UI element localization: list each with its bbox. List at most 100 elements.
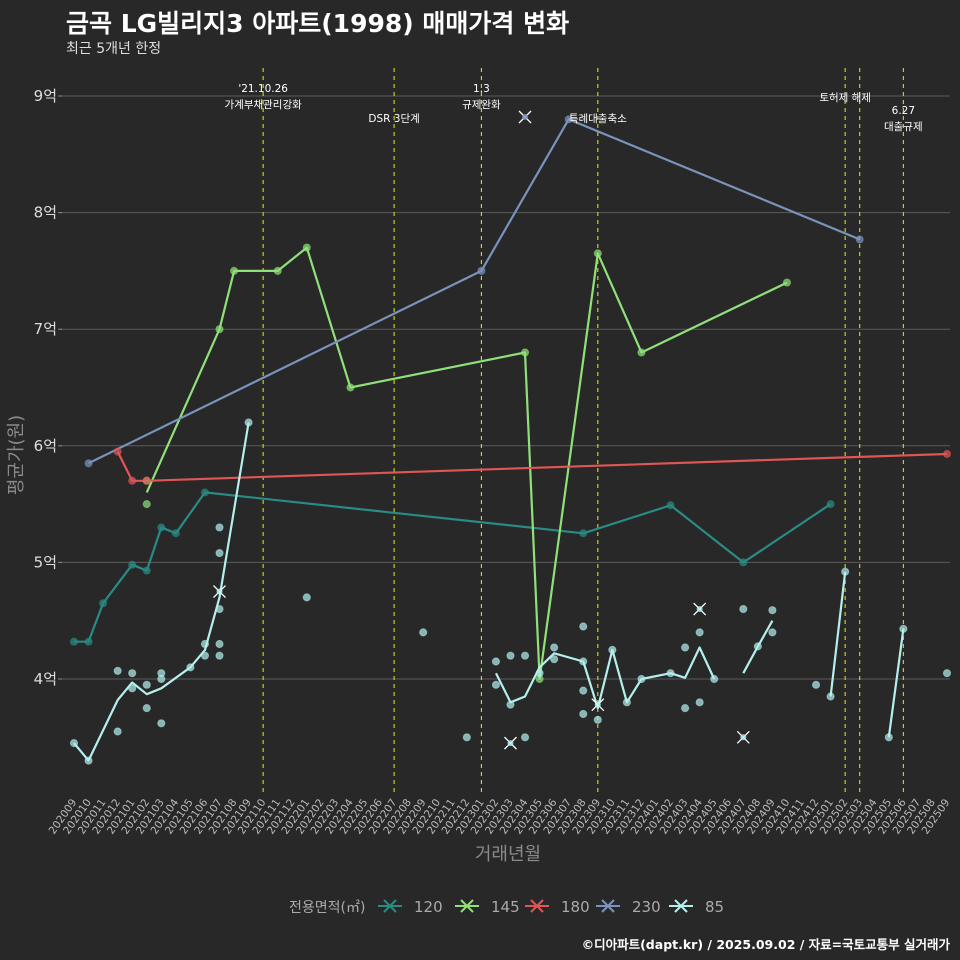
data-point-145 (346, 383, 355, 392)
data-point-145 (593, 249, 602, 258)
series-line-180 (116, 451, 948, 482)
data-point-85 (215, 604, 224, 614)
data-point-85 (69, 739, 79, 748)
data-point-120 (200, 488, 210, 497)
data-point-85 (811, 680, 821, 689)
data-point-180 (113, 447, 122, 456)
data-point-85 (113, 727, 122, 736)
data-point-85 (739, 604, 748, 614)
grid (60, 95, 950, 680)
series-line-85 (887, 628, 905, 738)
data-point-120 (579, 529, 588, 538)
data-point-230 (477, 266, 486, 275)
data-point-85 (200, 639, 210, 649)
data-point-85 (244, 418, 253, 427)
legend-swatch-x-145 (460, 899, 474, 913)
data-point-120 (826, 500, 835, 509)
data-point-85 (681, 643, 690, 652)
chart-subtitle: 최근 5개년 한정 (66, 41, 162, 57)
policy-label: 가계부채관리강화 (225, 99, 303, 111)
legend: 전용면적(㎡) 120 145 180 230 85 (289, 898, 724, 916)
data-point-85 (84, 756, 93, 765)
data-point-85 (695, 628, 704, 637)
data-point-180 (128, 476, 137, 485)
y-tick-label: 8억 (34, 204, 57, 222)
source-caption: ©디아파트(dapt.kr) / 2025.09.02 / 자료=국토교통부 실… (581, 937, 950, 952)
policy-label: 특례대출축소 (569, 113, 627, 125)
legend-swatch-x-230 (601, 899, 615, 913)
cancelled-mark (518, 110, 532, 124)
data-point-145 (142, 500, 151, 509)
data-point-120 (99, 599, 108, 608)
data-point-85 (826, 692, 835, 701)
cancelled-mark-dot (696, 606, 703, 613)
data-point-85 (579, 657, 588, 666)
data-point-85 (215, 548, 224, 558)
y-tick-label: 7억 (34, 320, 57, 338)
data-point-85 (579, 686, 588, 695)
data-point-120 (157, 523, 166, 532)
data-point-85 (142, 704, 151, 713)
data-point-120 (142, 566, 151, 575)
policy-lines (262, 68, 904, 795)
chart-title: 금곡 LG빌리지3 아파트(1998) 매매가격 변화 (66, 9, 570, 38)
series-line-85 (495, 646, 716, 710)
policy-label: 6.27 (892, 105, 915, 117)
data-point-85 (579, 709, 588, 719)
data-point-85 (710, 674, 719, 684)
policy-label: 토허제 해제 (819, 91, 871, 104)
data-point-85 (462, 733, 471, 742)
data-point-85 (302, 593, 311, 602)
data-point-145 (302, 243, 311, 252)
data-point-145 (782, 278, 792, 287)
series-line-85 (829, 571, 847, 697)
policy-label: '21.10.26 (238, 83, 288, 95)
legend-label-230: 230 (632, 898, 661, 916)
legend-title: 전용면적(㎡) (289, 900, 365, 916)
data-point-120 (128, 560, 137, 569)
data-point-85 (215, 651, 224, 660)
cancelled-mark (736, 730, 750, 744)
cancelled-mark-dot (522, 113, 529, 120)
legend-swatch-x-120 (383, 899, 397, 913)
data-point-230 (855, 235, 864, 244)
series-line-85 (73, 422, 250, 762)
data-point-120 (666, 501, 675, 510)
data-point-230 (84, 459, 93, 468)
data-point-85 (491, 657, 501, 666)
data-point-85 (666, 669, 675, 678)
data-point-85 (550, 643, 559, 652)
data-point-85 (520, 733, 530, 742)
cancelled-mark (693, 602, 707, 616)
cancelled-mark (504, 736, 517, 750)
legend-label-85: 85 (705, 898, 724, 916)
data-point-85 (637, 674, 646, 684)
data-point-85 (506, 700, 515, 709)
data-point-85 (142, 680, 151, 689)
y-axis-title: 평균가(원) (6, 415, 27, 495)
legend-swatch-x-180 (530, 899, 544, 913)
data-point-85 (200, 651, 210, 660)
data-point-85 (593, 715, 602, 724)
legend-label-120: 120 (414, 898, 443, 916)
series-layer (73, 118, 948, 762)
data-point-85 (128, 684, 137, 693)
data-point-85 (681, 704, 690, 713)
data-point-120 (84, 637, 93, 646)
data-point-230 (564, 115, 573, 124)
data-point-85 (157, 674, 166, 684)
y-axis-ticks: 4억 5억 6억 7억 8억 9억 (34, 87, 62, 688)
data-point-145 (215, 325, 224, 334)
data-point-145 (229, 266, 239, 275)
data-point-85 (186, 663, 195, 672)
series-line-230 (88, 118, 861, 465)
data-point-85 (695, 698, 704, 707)
y-tick-label: 5억 (34, 553, 57, 571)
cancelled-mark-dot (216, 588, 223, 595)
data-point-85 (535, 669, 544, 678)
legend-swatch-x-85 (674, 899, 688, 913)
data-point-85 (942, 669, 952, 678)
data-point-85 (899, 624, 908, 633)
policy-label: 규제완화 (462, 98, 501, 111)
